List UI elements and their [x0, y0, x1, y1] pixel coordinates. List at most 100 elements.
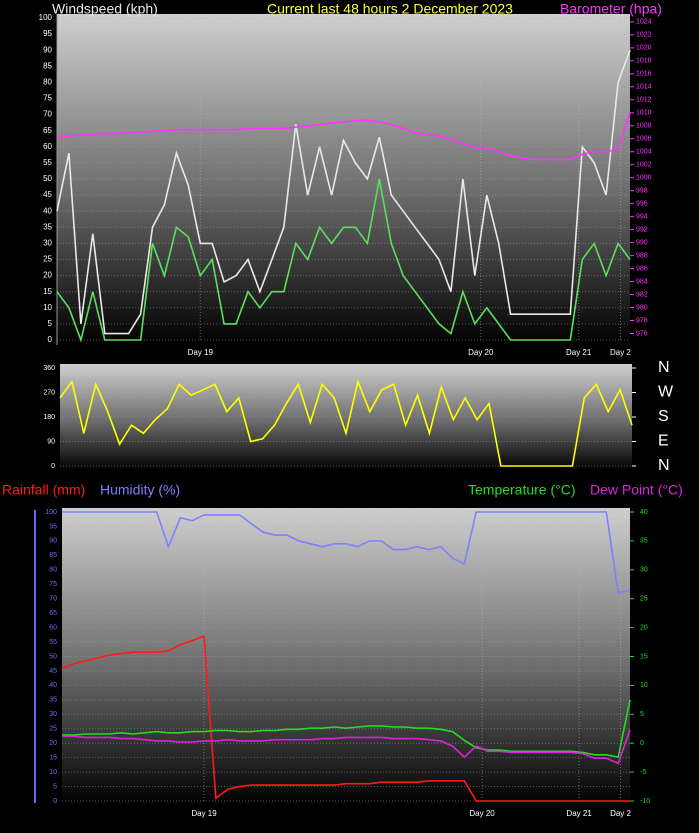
y-tick-label: 270 — [43, 389, 55, 396]
y-tick-label: 40 — [49, 682, 57, 689]
x-tick-label: Day 20 — [469, 809, 495, 818]
y-tick-label: 75 — [49, 581, 57, 588]
y2-tick-label: 988 — [636, 252, 648, 259]
x-tick-label: Day 21 — [566, 348, 592, 357]
x-tick-label: Day 20 — [468, 348, 494, 357]
chart-title: Current last 48 hours 2 December 2023 — [267, 1, 513, 17]
series-line — [62, 511, 631, 594]
y-tick-label: 85 — [49, 552, 57, 559]
y-tick-label: 45 — [49, 668, 57, 675]
y2-tick-label: 25 — [640, 596, 648, 603]
y2-tick-label: E — [658, 433, 669, 450]
y-tick-label: 360 — [43, 365, 55, 372]
y2-tick-label: N — [658, 359, 670, 376]
y-tick-label: 80 — [43, 78, 52, 87]
y-tick-label: 5 — [53, 783, 57, 790]
y-tick-label: 85 — [43, 61, 52, 70]
y2-tick-label: 998 — [636, 188, 648, 195]
y-tick-label: 75 — [43, 94, 52, 103]
y2-tick-label: 986 — [636, 265, 648, 272]
y-tick-label: 50 — [49, 653, 57, 660]
y-tick-label: 35 — [43, 222, 52, 231]
y-tick-label: 65 — [49, 610, 57, 617]
y-tick-label: 90 — [47, 438, 55, 445]
legend-label: Rainfall (mm) — [2, 482, 85, 498]
series-line — [61, 635, 630, 802]
y-tick-label: 180 — [43, 414, 55, 421]
series-line — [62, 729, 631, 765]
y-tick-label: 0 — [53, 798, 57, 805]
y2-tick-label: 1014 — [636, 84, 652, 91]
direction-panel — [60, 364, 632, 470]
y2-tick-label: 996 — [636, 201, 648, 208]
y2-tick-label: 994 — [636, 213, 648, 220]
y2-tick-label: 10 — [640, 682, 648, 689]
y-tick-label: 80 — [49, 567, 57, 574]
y-tick-label: 0 — [51, 463, 55, 470]
y2-tick-label: 982 — [636, 291, 648, 298]
y2-tick-label: 1006 — [636, 136, 652, 143]
y2-tick-label: 1024 — [636, 19, 652, 26]
y-tick-label: 90 — [49, 538, 57, 545]
y-tick-label: 25 — [43, 255, 52, 264]
x-tick-label: Day 2 — [610, 809, 631, 818]
y2-tick-label: 990 — [636, 239, 648, 246]
y2-tick-label: S — [658, 408, 669, 425]
y-tick-label: 90 — [43, 45, 52, 54]
y-tick-label: 95 — [43, 29, 52, 38]
y2-tick-label: -10 — [640, 798, 650, 805]
series-line — [56, 178, 631, 343]
y-tick-label: 10 — [49, 769, 57, 776]
x-tick-label: Day 21 — [566, 809, 592, 818]
y2-tick-label: -5 — [640, 769, 646, 776]
series-line — [62, 699, 631, 759]
y2-tick-label: 1022 — [636, 32, 652, 39]
y-tick-label: 15 — [49, 754, 57, 761]
y-tick-label: 60 — [43, 142, 52, 151]
legend-label: Dew Point (°C) — [590, 482, 683, 498]
y2-tick-label: 20 — [640, 624, 648, 631]
y-tick-label: 95 — [49, 523, 57, 530]
y-tick-label: 40 — [43, 206, 52, 215]
y-tick-label: 55 — [49, 639, 57, 646]
y-tick-label: 65 — [43, 126, 52, 135]
series-line — [56, 112, 631, 161]
y2-tick-label: 980 — [636, 304, 648, 311]
y2-tick-label: N — [658, 457, 670, 474]
y2-tick-label: 1004 — [636, 149, 652, 156]
y-tick-label: 60 — [49, 624, 57, 631]
y-tick-label: 20 — [43, 271, 52, 280]
x-tick-label: Day 19 — [191, 809, 217, 818]
y2-tick-label: 1010 — [636, 110, 652, 117]
y-tick-label: 70 — [49, 596, 57, 603]
y2-tick-label: 40 — [640, 509, 648, 516]
y2-tick-label: 1012 — [636, 97, 652, 104]
y2-tick-label: 976 — [636, 330, 648, 337]
legend-label: Windspeed (kph) — [52, 1, 158, 17]
y2-tick-label: 1008 — [636, 123, 652, 130]
temperature-panel — [62, 508, 630, 806]
y-tick-label: 100 — [45, 509, 57, 516]
legend-label: Temperature (°C) — [468, 482, 576, 498]
y-tick-label: 55 — [43, 158, 52, 167]
y2-tick-label: 1018 — [636, 58, 652, 65]
x-tick-label: Day 2 — [610, 348, 631, 357]
y2-tick-label: 1000 — [636, 175, 652, 182]
y2-tick-label: 1016 — [636, 71, 652, 78]
y2-tick-label: 1020 — [636, 45, 652, 52]
wind-panel — [57, 14, 630, 345]
y2-tick-label: 15 — [640, 653, 648, 660]
y-tick-label: 70 — [43, 110, 52, 119]
series-line — [56, 49, 631, 335]
y2-tick-label: 978 — [636, 317, 648, 324]
y-tick-label: 5 — [48, 319, 53, 328]
y-tick-label: 100 — [39, 13, 53, 22]
y2-tick-label: 35 — [640, 538, 648, 545]
y-tick-label: 10 — [43, 303, 52, 312]
y-tick-label: 30 — [49, 711, 57, 718]
y-tick-label: 20 — [49, 740, 57, 747]
y-tick-label: 15 — [43, 287, 52, 296]
y2-tick-label: 0 — [640, 740, 644, 747]
y2-tick-label: 992 — [636, 226, 648, 233]
